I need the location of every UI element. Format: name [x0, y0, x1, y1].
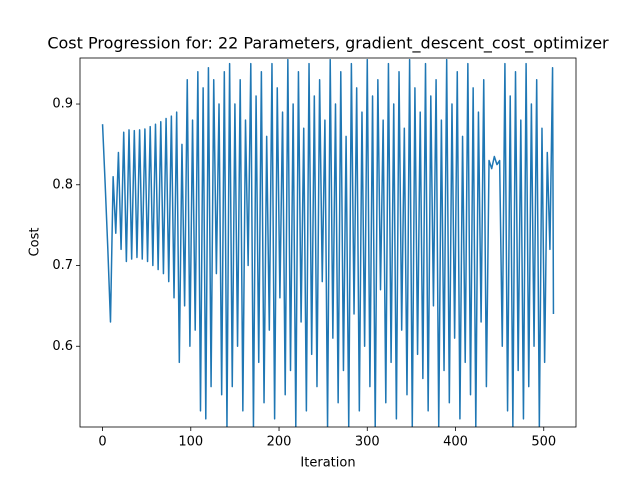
line-series	[101, 58, 555, 427]
x-axis-label: Iteration	[300, 456, 355, 471]
y-tick-label: 0.8	[52, 177, 73, 192]
x-tick-label: 200	[267, 435, 292, 450]
x-tick-label: 100	[178, 435, 203, 450]
x-tick-label: 500	[531, 435, 556, 450]
x-tick-label: 0	[98, 435, 106, 450]
y-axis-label: Cost	[28, 228, 43, 257]
y-tick-label: 0.6	[52, 339, 73, 354]
x-tick-label: 400	[443, 435, 468, 450]
plot-area	[101, 58, 555, 427]
x-tick-label: 300	[355, 435, 380, 450]
chart-title: Cost Progression for: 22 Parameters, gra…	[47, 34, 609, 54]
axes-frame	[79, 57, 577, 428]
y-tick-label: 0.7	[52, 258, 73, 273]
y-tick-label: 0.9	[52, 97, 73, 112]
